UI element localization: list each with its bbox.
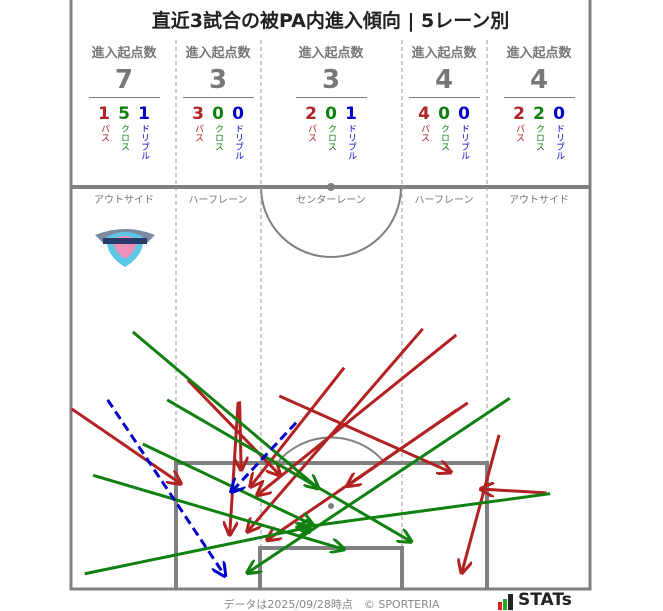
pass-arrow [250, 366, 346, 487]
pitch-outline [69, 0, 592, 591]
entry-count-label: 進入起点数 [298, 46, 364, 61]
entry-total: 4 [529, 65, 549, 95]
lane-summary: 進入起点数 7 1 パス 5 クロス 1 ドリブル [74, 42, 174, 160]
pass-label: パス [514, 124, 524, 142]
cross-arrow [297, 492, 551, 528]
cross-label: クロス [119, 124, 129, 151]
dribble-count: 0 [232, 104, 244, 124]
pass-arrow [186, 378, 280, 475]
cross-arrow [166, 398, 411, 542]
pass-count: 4 [418, 104, 430, 124]
cross-arrow [84, 527, 310, 576]
pass-arrow [240, 401, 242, 470]
cross-label: クロス [534, 124, 544, 151]
lane-summary: 進入起点数 4 4 パス 0 クロス 0 ドリブル [394, 42, 494, 160]
entry-count-label: 進入起点数 [185, 46, 251, 61]
pass-label: パス [193, 124, 203, 142]
lane-summary: 進入起点数 3 2 パス 0 クロス 1 ドリブル [281, 42, 381, 160]
pass-count: 2 [305, 104, 317, 124]
cross-count: 2 [533, 104, 545, 124]
pass-arrow [257, 333, 458, 495]
dribble-count: 1 [138, 104, 150, 124]
pass-count: 1 [98, 104, 110, 124]
divider [503, 97, 575, 98]
cross-count: 0 [325, 104, 337, 124]
pass-arrow [481, 489, 547, 493]
penalty-spot [328, 503, 334, 509]
pass-count: 2 [513, 104, 525, 124]
center-circle [260, 186, 402, 258]
lane-name: アウトサイド [509, 195, 569, 206]
dribble-label: ドリブル [139, 124, 149, 160]
divider [182, 97, 254, 98]
pass-label: パス [306, 124, 316, 142]
entry-total: 4 [434, 65, 454, 95]
divider [408, 97, 480, 98]
entry-count-label: 進入起点数 [411, 46, 477, 61]
pass-arrow [70, 407, 181, 484]
lane-name: センターレーン [296, 195, 366, 206]
entry-total: 7 [114, 65, 134, 95]
entry-total: 3 [321, 65, 341, 95]
brand-name: STATs [518, 590, 572, 610]
dribble-label: ドリブル [346, 124, 356, 160]
center-spot [327, 183, 335, 191]
dribble-label: ドリブル [233, 124, 243, 160]
cross-label: クロス [439, 124, 449, 151]
cross-arrow [131, 330, 318, 488]
pass-arrow [247, 327, 424, 532]
lane-summary: 進入起点数 3 3 パス 0 クロス 0 ドリブル [168, 42, 268, 160]
dribble-arrow [231, 421, 298, 492]
dribble-count: 1 [345, 104, 357, 124]
stats-logo: STATs [498, 590, 572, 610]
penalty-arc [276, 436, 386, 464]
lane-name: アウトサイド [94, 195, 154, 206]
stats-bars-icon [498, 594, 513, 610]
lane-name: ハーフレーン [188, 195, 248, 206]
page-title: 直近3試合の被PA内進入傾向 | 5レーン別 [151, 10, 510, 32]
pass-arrow [347, 408, 458, 486]
pass-arrow [230, 401, 240, 535]
team-logo [95, 229, 155, 267]
dribble-label: ドリブル [554, 124, 564, 160]
footer-text: データは2025/09/28時点 © SPORTERIA [223, 598, 440, 611]
goal-area [258, 546, 404, 589]
dribble-count: 0 [553, 104, 565, 124]
pass-label: パス [419, 124, 429, 142]
dribble-count: 0 [458, 104, 470, 124]
dribble-arrow [106, 398, 226, 576]
lane-name: ハーフレーン [414, 195, 474, 206]
cross-count: 0 [212, 104, 224, 124]
entry-count-label: 進入起点数 [506, 46, 572, 61]
lane-summary: 進入起点数 4 2 パス 2 クロス 0 ドリブル [489, 42, 589, 160]
pass-arrow [278, 394, 451, 472]
pass-count: 3 [192, 104, 204, 124]
divider [295, 97, 367, 98]
cross-count: 0 [438, 104, 450, 124]
cross-label: クロス [213, 124, 223, 151]
cross-count: 5 [118, 104, 130, 124]
cross-label: クロス [326, 124, 336, 151]
entry-total: 3 [208, 65, 228, 95]
cross-arrow [142, 442, 313, 525]
pass-label: パス [99, 124, 109, 142]
penalty-box [174, 461, 489, 589]
divider [88, 97, 160, 98]
entry-count-label: 進入起点数 [91, 46, 157, 61]
cross-arrow [247, 397, 511, 573]
dribble-label: ドリブル [459, 124, 469, 160]
